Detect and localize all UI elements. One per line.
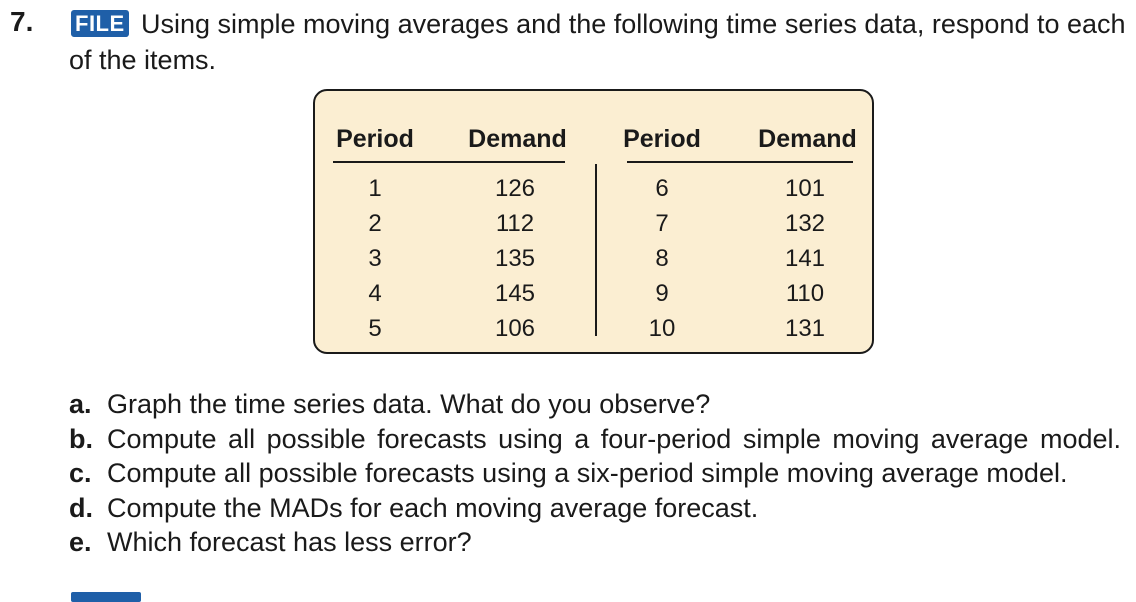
item-text: Compute all possible forecasts using a f… bbox=[107, 423, 1121, 454]
table-cell: 131 bbox=[784, 315, 826, 342]
question-number: 7. bbox=[10, 6, 34, 37]
table-cell: 126 bbox=[494, 175, 536, 202]
item-list: a. Graph the time series data. What do y… bbox=[69, 387, 1124, 560]
next-question-cutoff bbox=[10, 590, 1130, 602]
item-letter: d. bbox=[69, 492, 93, 523]
list-item: b. Compute all possible forecasts using … bbox=[69, 422, 1124, 457]
column-period-left: 1 2 3 4 5 bbox=[315, 171, 435, 346]
next-file-badge bbox=[71, 592, 141, 602]
table-cell: 132 bbox=[784, 210, 826, 237]
data-table: Period Demand Period Demand 1 2 3 4 5 12… bbox=[313, 89, 874, 354]
table-cell: 5 bbox=[368, 315, 382, 342]
header-rule-right bbox=[627, 161, 853, 163]
table-cell: 2 bbox=[368, 210, 382, 237]
table-cell: 141 bbox=[784, 245, 826, 272]
table-cell: 1 bbox=[368, 175, 382, 202]
header-period-left: Period bbox=[336, 125, 414, 153]
table-cell: 135 bbox=[494, 245, 536, 272]
header-demand-left: Demand bbox=[468, 125, 567, 153]
column-demand-right: 101 132 141 110 131 bbox=[745, 171, 865, 346]
list-item: c. Compute all possible forecasts using … bbox=[69, 456, 1124, 491]
file-badge[interactable]: FILE bbox=[71, 10, 129, 37]
item-letter: c. bbox=[69, 458, 92, 488]
list-item: d. Compute the MADs for each moving aver… bbox=[69, 491, 1124, 526]
table-cell: 106 bbox=[494, 315, 536, 342]
column-divider bbox=[595, 164, 597, 336]
item-text: Graph the time series data. What do you … bbox=[107, 389, 711, 419]
header-period-right: Period bbox=[623, 125, 701, 153]
list-item: e. Which forecast has less error? bbox=[69, 525, 1124, 560]
column-period-right: 6 7 8 9 10 bbox=[602, 171, 722, 346]
table-cell: 112 bbox=[495, 210, 535, 237]
table-cell: 7 bbox=[655, 210, 669, 237]
item-text: Compute all possible forecasts using a s… bbox=[107, 458, 1068, 488]
header-demand-right: Demand bbox=[758, 125, 857, 153]
table-cell: 9 bbox=[655, 280, 669, 307]
item-text: Which forecast has less error? bbox=[107, 527, 472, 557]
table-cell: 145 bbox=[494, 280, 536, 307]
table-cell: 4 bbox=[368, 280, 382, 307]
table-cell: 6 bbox=[655, 175, 669, 202]
table-cell: 10 bbox=[648, 315, 676, 342]
item-letter: a. bbox=[69, 389, 92, 419]
question-intro: Using simple moving averages and the fol… bbox=[69, 9, 1126, 75]
table-cell: 3 bbox=[368, 245, 382, 272]
item-letter: b. bbox=[69, 423, 93, 454]
column-demand-left: 126 112 135 145 106 bbox=[455, 171, 575, 346]
table-cell: 8 bbox=[655, 245, 669, 272]
item-text: Compute the MADs for each moving average… bbox=[107, 492, 759, 523]
item-letter: e. bbox=[69, 527, 92, 557]
list-item: a. Graph the time series data. What do y… bbox=[69, 387, 1124, 422]
table-cell: 110 bbox=[785, 280, 825, 307]
table-cell: 101 bbox=[784, 175, 826, 202]
header-rule-left bbox=[333, 161, 565, 163]
